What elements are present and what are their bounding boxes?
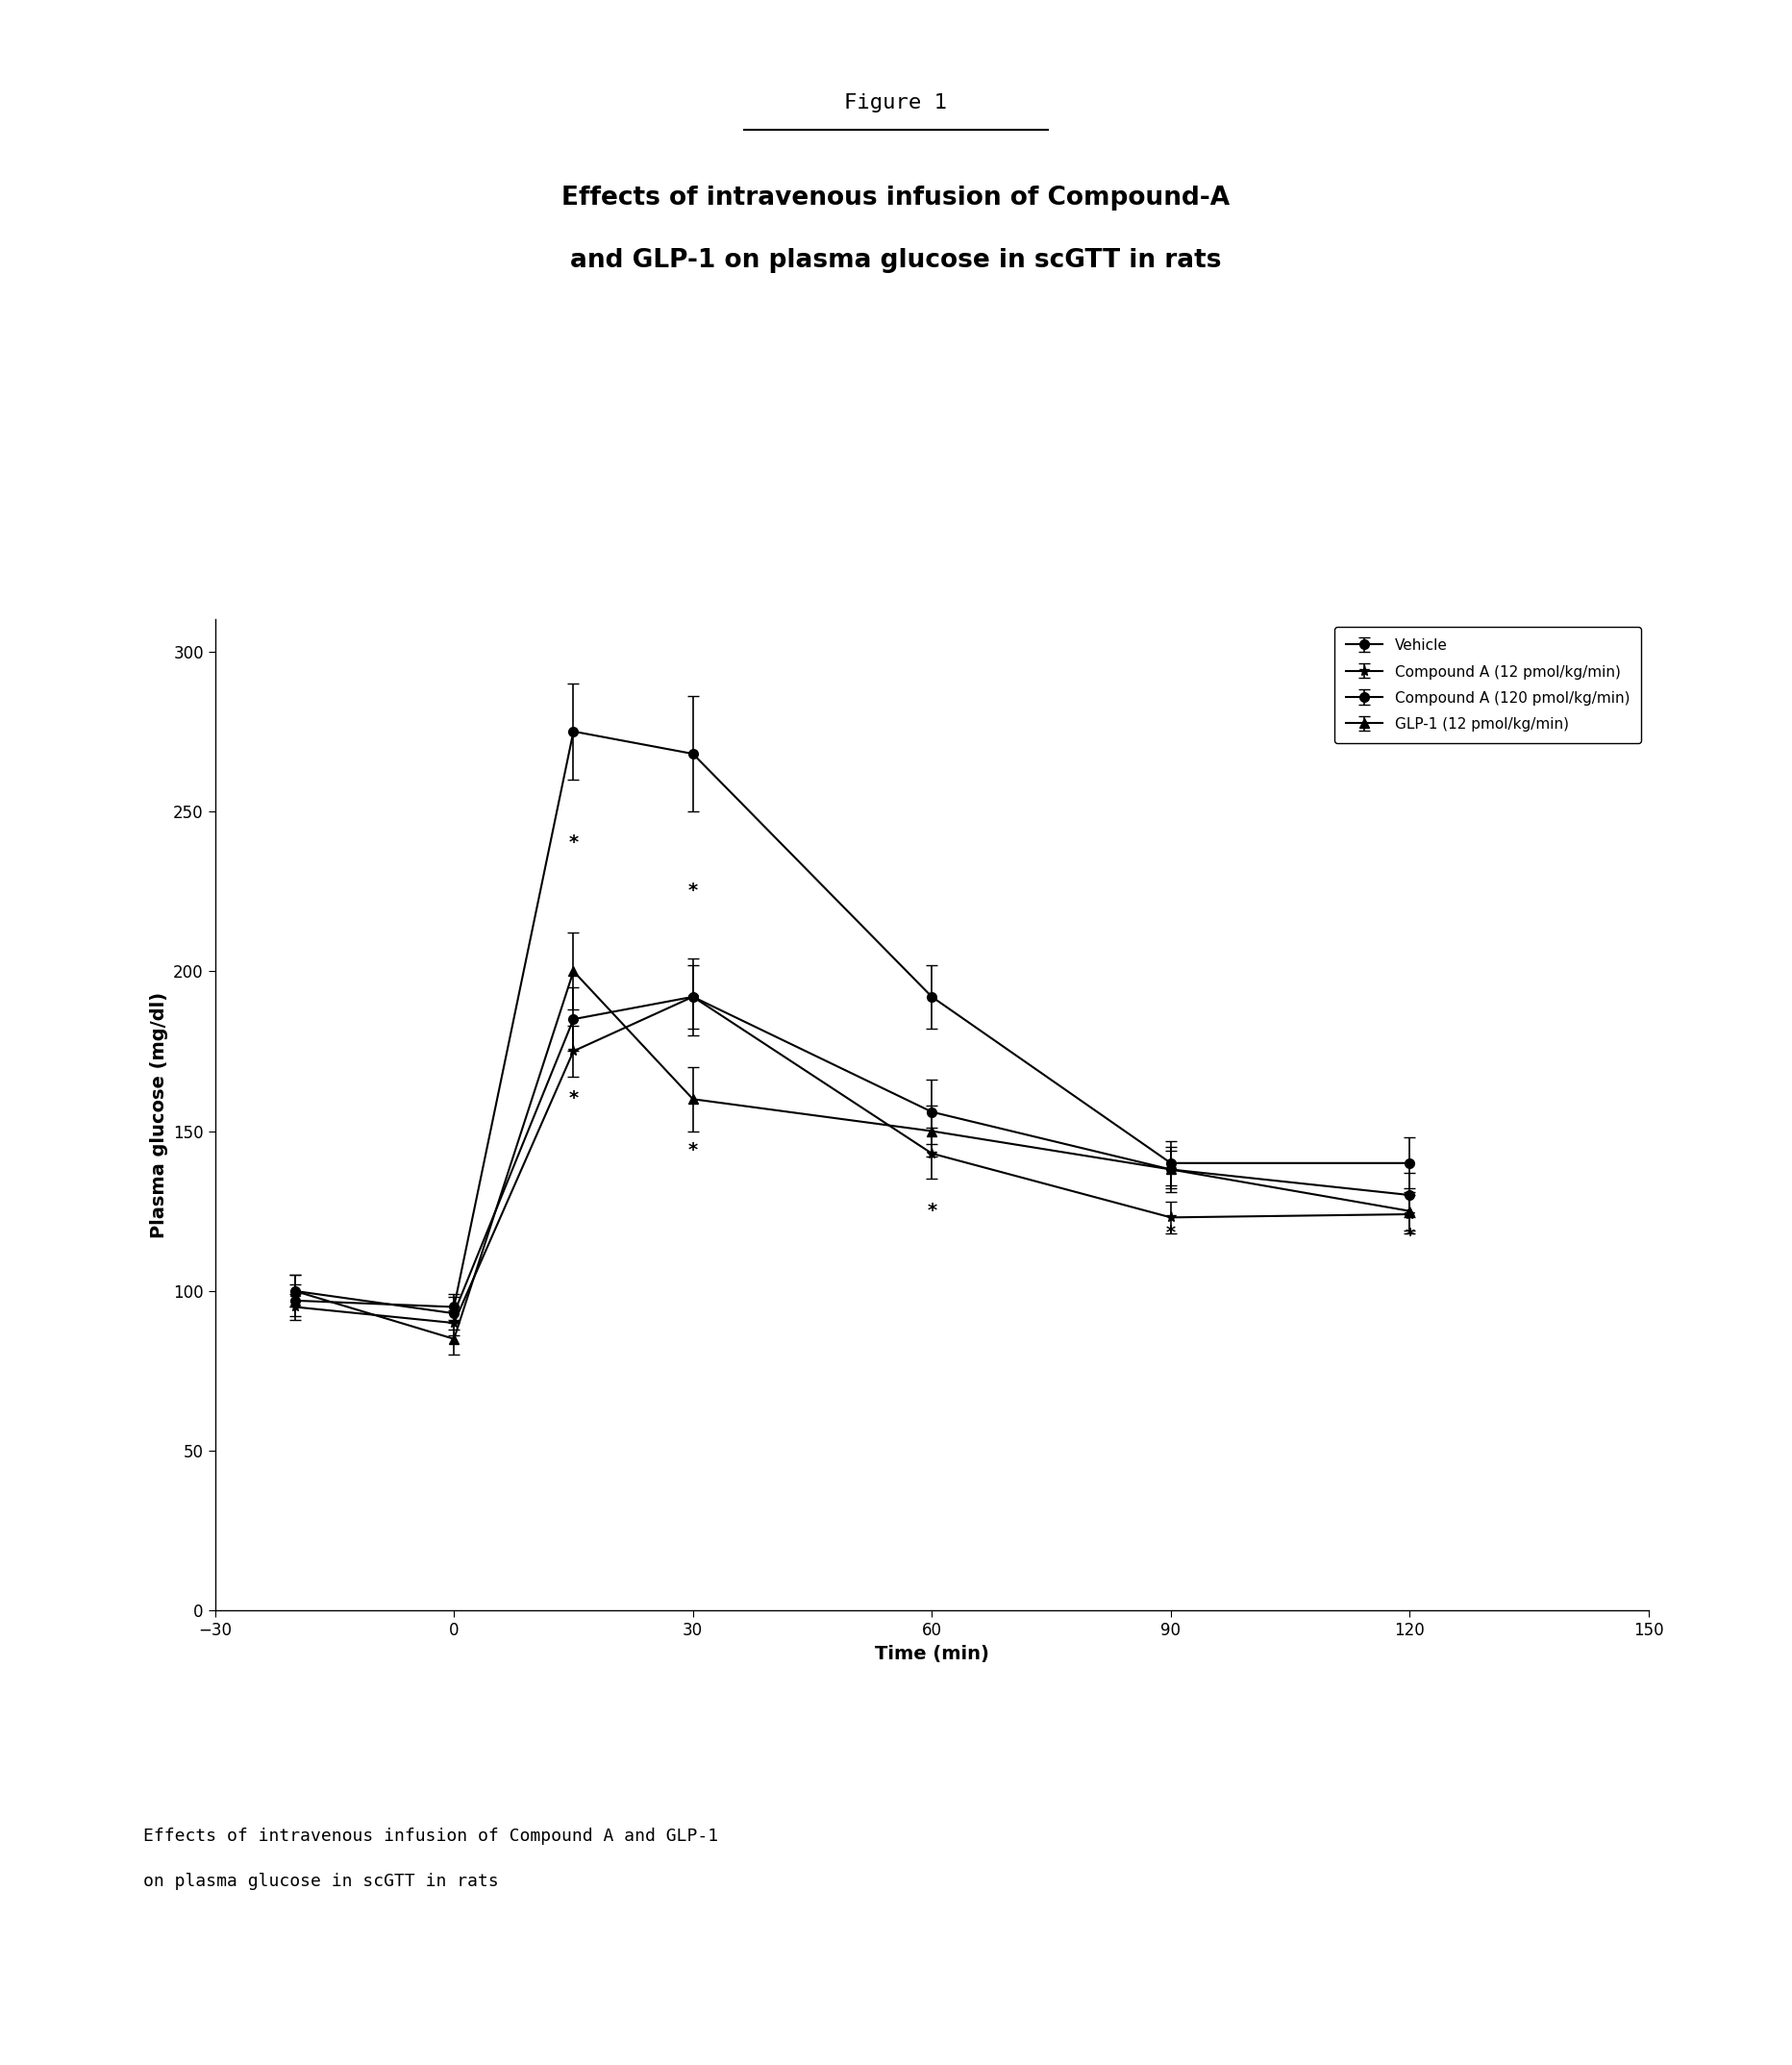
Text: *: * <box>688 882 697 900</box>
Text: Figure 1: Figure 1 <box>844 93 948 112</box>
Text: Effects of intravenous infusion of Compound A and GLP-1: Effects of intravenous infusion of Compo… <box>143 1828 719 1844</box>
Text: *: * <box>688 1140 697 1158</box>
Legend: Vehicle, Compound A (12 pmol/kg/min), Compound A (120 pmol/kg/min), GLP-1 (12 pm: Vehicle, Compound A (12 pmol/kg/min), Co… <box>1335 628 1641 743</box>
Text: *: * <box>568 834 579 853</box>
Text: *: * <box>568 1090 579 1107</box>
X-axis label: Time (min): Time (min) <box>874 1644 989 1662</box>
Text: on plasma glucose in scGTT in rats: on plasma glucose in scGTT in rats <box>143 1873 498 1889</box>
Text: *: * <box>1167 1225 1176 1241</box>
Text: Effects of intravenous infusion of Compound-A: Effects of intravenous infusion of Compo… <box>563 186 1229 211</box>
Text: *: * <box>1405 1227 1414 1245</box>
Text: and GLP-1 on plasma glucose in scGTT in rats: and GLP-1 on plasma glucose in scGTT in … <box>570 248 1222 273</box>
Y-axis label: Plasma glucose (mg/dl): Plasma glucose (mg/dl) <box>151 991 168 1239</box>
Text: *: * <box>926 1202 937 1220</box>
